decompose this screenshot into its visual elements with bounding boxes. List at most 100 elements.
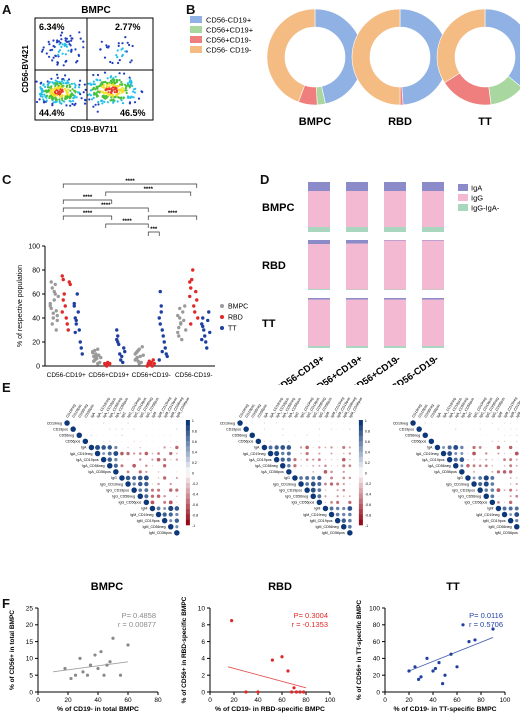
heatmap-cell	[330, 465, 333, 467]
heatmap-cell	[255, 438, 262, 445]
y-tick-label: 10	[198, 605, 206, 612]
heatmap-cell	[169, 482, 172, 486]
heatmap-row-label: IgG_CD19pos	[106, 488, 129, 492]
flow-event-dot	[84, 98, 87, 101]
heatmap-cell	[281, 451, 285, 456]
heatmap-cell	[485, 447, 487, 448]
heatmap-cell	[348, 500, 352, 504]
heatmap-row-label: IgM_CD56pos	[495, 531, 518, 535]
heatmap-cell	[174, 506, 180, 511]
heatmap-cell	[331, 489, 332, 491]
flow-event-dot	[42, 100, 46, 103]
data-point	[431, 669, 435, 673]
heatmap-cell	[453, 444, 459, 450]
heatmap-cell	[145, 464, 148, 468]
y-tick-label: 60	[373, 639, 381, 646]
heatmap-cell	[473, 458, 475, 461]
y-tick-label: 100	[369, 605, 380, 612]
heatmap-cell	[288, 434, 290, 436]
heatmap-cell	[443, 440, 444, 442]
flow-event-dot	[59, 88, 62, 91]
heatmap-row-label: IgM	[314, 507, 320, 511]
heatmap-col-label: IgM	[151, 411, 157, 418]
heatmap-cell	[300, 464, 302, 467]
color-scale-bin	[185, 504, 190, 510]
significance-bracket	[147, 215, 198, 220]
heatmap-cell	[312, 428, 314, 430]
data-point	[280, 655, 284, 659]
flow-event-dot	[93, 91, 96, 94]
heatmap-cell	[467, 458, 469, 461]
flow-event-dot	[42, 84, 45, 87]
flow-event-dot	[63, 100, 66, 103]
y-tick-label: 0	[201, 689, 205, 696]
data-point	[188, 294, 192, 299]
heatmap-cell	[133, 428, 135, 430]
heatmap-cell	[251, 422, 253, 424]
heatmap-cell	[132, 452, 136, 455]
legend-swatch	[458, 194, 468, 201]
heatmap-cell	[503, 501, 506, 503]
heatmap-cell	[97, 440, 98, 442]
flow-event-dot	[124, 89, 127, 92]
bar-segment	[422, 191, 444, 227]
color-scale-bin	[185, 435, 190, 442]
flow-event-dot	[92, 73, 95, 77]
flow-event-dot	[60, 80, 64, 83]
data-point	[256, 690, 260, 694]
heatmap-cell	[170, 446, 172, 449]
heatmap-row-label: IgG_CD56neg	[458, 494, 481, 498]
data-point	[160, 349, 164, 354]
flow-event-dot	[51, 59, 54, 62]
color-scale-bin	[358, 435, 363, 442]
data-point	[158, 289, 162, 294]
heatmap-row-label: IgM_CD19pos	[310, 519, 333, 523]
data-point	[157, 316, 161, 320]
heatmap-cell	[507, 517, 514, 524]
flow-event-dot	[133, 91, 136, 94]
heatmap-cell	[176, 434, 178, 436]
donut-charts: CD56-CD19+CD56+CD19+CD56+CD19-CD56- CD19…	[190, 8, 520, 128]
flow-event-dot	[69, 85, 72, 88]
heatmap-cell	[341, 457, 346, 462]
heatmap-cell	[324, 482, 327, 486]
heatmap-cell	[491, 453, 493, 454]
data-point	[204, 340, 208, 344]
heatmap-cell	[257, 434, 259, 436]
color-scale-label: -0.6	[192, 503, 198, 507]
heatmap-cell	[343, 434, 345, 436]
heatmap-cell	[483, 493, 489, 499]
color-scale-label: 1	[192, 419, 194, 423]
flow-event-dot	[87, 82, 90, 85]
x-tick-label: 20	[230, 697, 238, 704]
flow-event-dot	[69, 34, 72, 37]
data-point	[491, 627, 495, 631]
heatmap-cell	[484, 488, 489, 492]
heatmap-cell	[348, 452, 352, 455]
data-point	[417, 677, 421, 681]
x-tick-label: 0	[383, 697, 387, 704]
data-point	[230, 619, 234, 623]
flow-event-dot	[39, 82, 42, 85]
heatmap-cell	[422, 432, 428, 438]
heatmap-row-label: IgG_CD19pos	[279, 488, 302, 492]
panel-label-c: C	[2, 172, 12, 187]
panel-label-a: A	[2, 2, 12, 17]
data-point	[54, 328, 58, 332]
data-point	[180, 337, 184, 342]
heatmap-cell	[343, 501, 345, 503]
data-point	[123, 349, 127, 354]
heatmap-row-label: IgG	[111, 476, 117, 480]
flow-event-dot	[109, 60, 112, 64]
heatmap-cell	[131, 487, 137, 493]
heatmap-cell	[127, 459, 129, 461]
heatmap-row-label: IgA_CD56neg	[82, 464, 105, 468]
data-point	[55, 313, 59, 318]
heatmap-cell	[485, 458, 488, 461]
flow-event-dot	[124, 87, 127, 90]
x-tick-label: 100	[325, 697, 336, 704]
heatmap-cell	[64, 420, 70, 426]
data-point	[292, 686, 296, 690]
color-scale-bin	[185, 420, 190, 426]
heatmap-row-label: IgA	[254, 446, 260, 450]
